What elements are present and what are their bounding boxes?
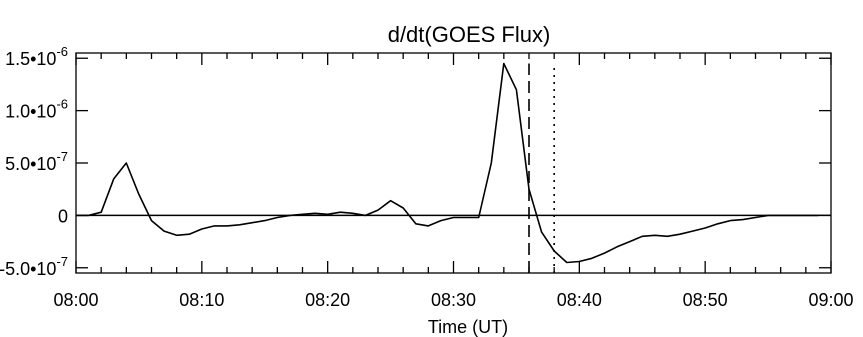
y-tick-label: 5.0•10-7 xyxy=(5,149,68,174)
chart-title: d/dt(GOES Flux) xyxy=(388,22,551,47)
plot-frame xyxy=(75,52,832,274)
x-tick-label: 08:00 xyxy=(53,290,98,310)
x-axis: 08:00 08:10 08:20 08:30 08:40 08:50 09:00 xyxy=(53,53,854,310)
x-tick-label: 09:00 xyxy=(808,290,853,310)
y-tick-label: 0 xyxy=(58,206,68,226)
vertical-markers xyxy=(528,63,555,273)
y-axis: -5.0•10-7 0 5.0•10-7 1.0•10-6 1.5•10-6 xyxy=(0,44,831,279)
x-tick-label: 08:40 xyxy=(557,290,602,310)
y-tick-label: 1.0•10-6 xyxy=(5,97,68,122)
x-axis-label: Time (UT) xyxy=(428,317,508,337)
series-line xyxy=(76,62,819,264)
y-tick-label: -5.0•10-7 xyxy=(0,254,68,279)
y-tick-label: 1.5•10-6 xyxy=(5,44,68,69)
x-tick-label: 08:20 xyxy=(305,290,350,310)
x-tick-label: 08:50 xyxy=(683,290,728,310)
plot-area xyxy=(76,62,831,264)
x-tick-label: 08:30 xyxy=(431,290,476,310)
x-tick-label: 08:10 xyxy=(179,290,224,310)
